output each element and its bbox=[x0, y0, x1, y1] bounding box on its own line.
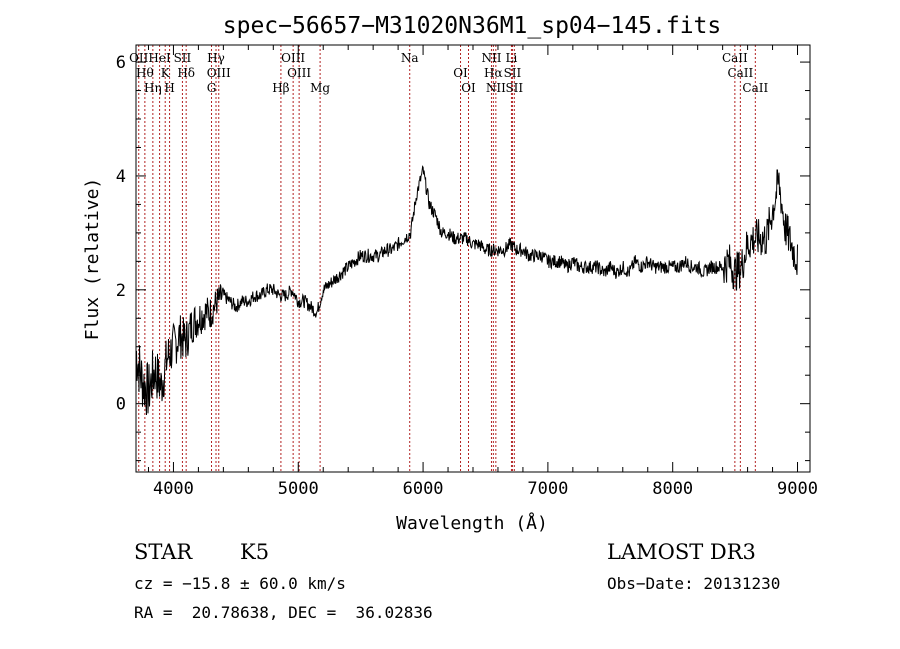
spectral-line-label: Hα bbox=[484, 66, 503, 80]
spectral-line-label: Hδ bbox=[177, 66, 195, 80]
spectral-line-label: K bbox=[161, 66, 171, 80]
y-tick-label: 6 bbox=[116, 53, 126, 73]
spectral-line-label: OIII bbox=[287, 66, 311, 80]
axis-ticks bbox=[136, 45, 810, 472]
spectral-line-label: Hγ bbox=[207, 51, 225, 65]
spectral-line-label: SII bbox=[505, 81, 523, 95]
spectral-line-label: Li bbox=[506, 51, 518, 65]
observation-date: Obs−Date: 20131230 bbox=[607, 574, 781, 593]
spectral-line-label: SII bbox=[504, 66, 522, 80]
object-class: STAR bbox=[134, 540, 193, 564]
x-axis-label: Wavelength (Å) bbox=[396, 512, 548, 534]
x-tick-label: 7000 bbox=[527, 479, 568, 499]
y-axis-label: Flux (relative) bbox=[82, 178, 103, 341]
spectral-line-label: OIII bbox=[281, 51, 305, 65]
x-tick-label: 8000 bbox=[652, 479, 693, 499]
spectral-line-label: NII bbox=[486, 81, 506, 95]
y-tick-label: 0 bbox=[116, 395, 126, 415]
spectral-line-label: OII bbox=[129, 51, 149, 65]
x-tick-label: 6000 bbox=[403, 479, 444, 499]
spectral-line-markers bbox=[138, 45, 756, 472]
spectral-line-label: Hθ bbox=[136, 66, 154, 80]
spectral-line-label: NII bbox=[481, 51, 501, 65]
spectral-line-label: CaII bbox=[742, 81, 768, 95]
axis-tick-labels: 4000 5000 6000 7000 8000 9000 0 2 4 6 bbox=[116, 53, 818, 499]
spectral-line-label: CaII bbox=[727, 66, 753, 80]
sky-coordinates: RA = 20.78638, DEC = 36.02836 bbox=[134, 603, 433, 622]
x-tick-label: 9000 bbox=[777, 479, 818, 499]
object-subclass: K5 bbox=[240, 540, 270, 564]
survey-name: LAMOST DR3 bbox=[607, 540, 756, 564]
y-tick-label: 4 bbox=[116, 167, 126, 187]
chart-title: spec−56657−M31020N36M1_sp04−145.fits bbox=[223, 13, 722, 39]
spectral-line-label: SII bbox=[174, 51, 192, 65]
x-tick-label: 4000 bbox=[153, 479, 194, 499]
spectral-line-label: HeI bbox=[148, 51, 171, 65]
y-tick-label: 2 bbox=[116, 281, 126, 301]
spectral-line-labels: OIIHθHηHeIKHSIIHδGHγOIIIHβOIIIOIIIMgNaOI… bbox=[129, 51, 768, 95]
spectral-line-label: Hβ bbox=[272, 81, 289, 95]
plot-frame bbox=[135, 44, 811, 473]
spectral-line-label: Hη bbox=[144, 81, 162, 95]
spectral-line-label: Na bbox=[401, 51, 419, 65]
spectral-line-label: OI bbox=[461, 81, 476, 95]
spectral-line-label: OIII bbox=[207, 66, 231, 80]
redshift-velocity: cz = −15.8 ± 60.0 km/s bbox=[134, 574, 346, 593]
spectral-line-label: Mg bbox=[310, 81, 330, 95]
x-tick-label: 5000 bbox=[278, 479, 319, 499]
spectral-line-label: OI bbox=[453, 66, 468, 80]
spectrum-series-line bbox=[135, 165, 798, 416]
spectral-line-label: CaII bbox=[722, 51, 748, 65]
spectral-line-label: H bbox=[164, 81, 174, 95]
spectral-line-label: G bbox=[207, 81, 217, 95]
